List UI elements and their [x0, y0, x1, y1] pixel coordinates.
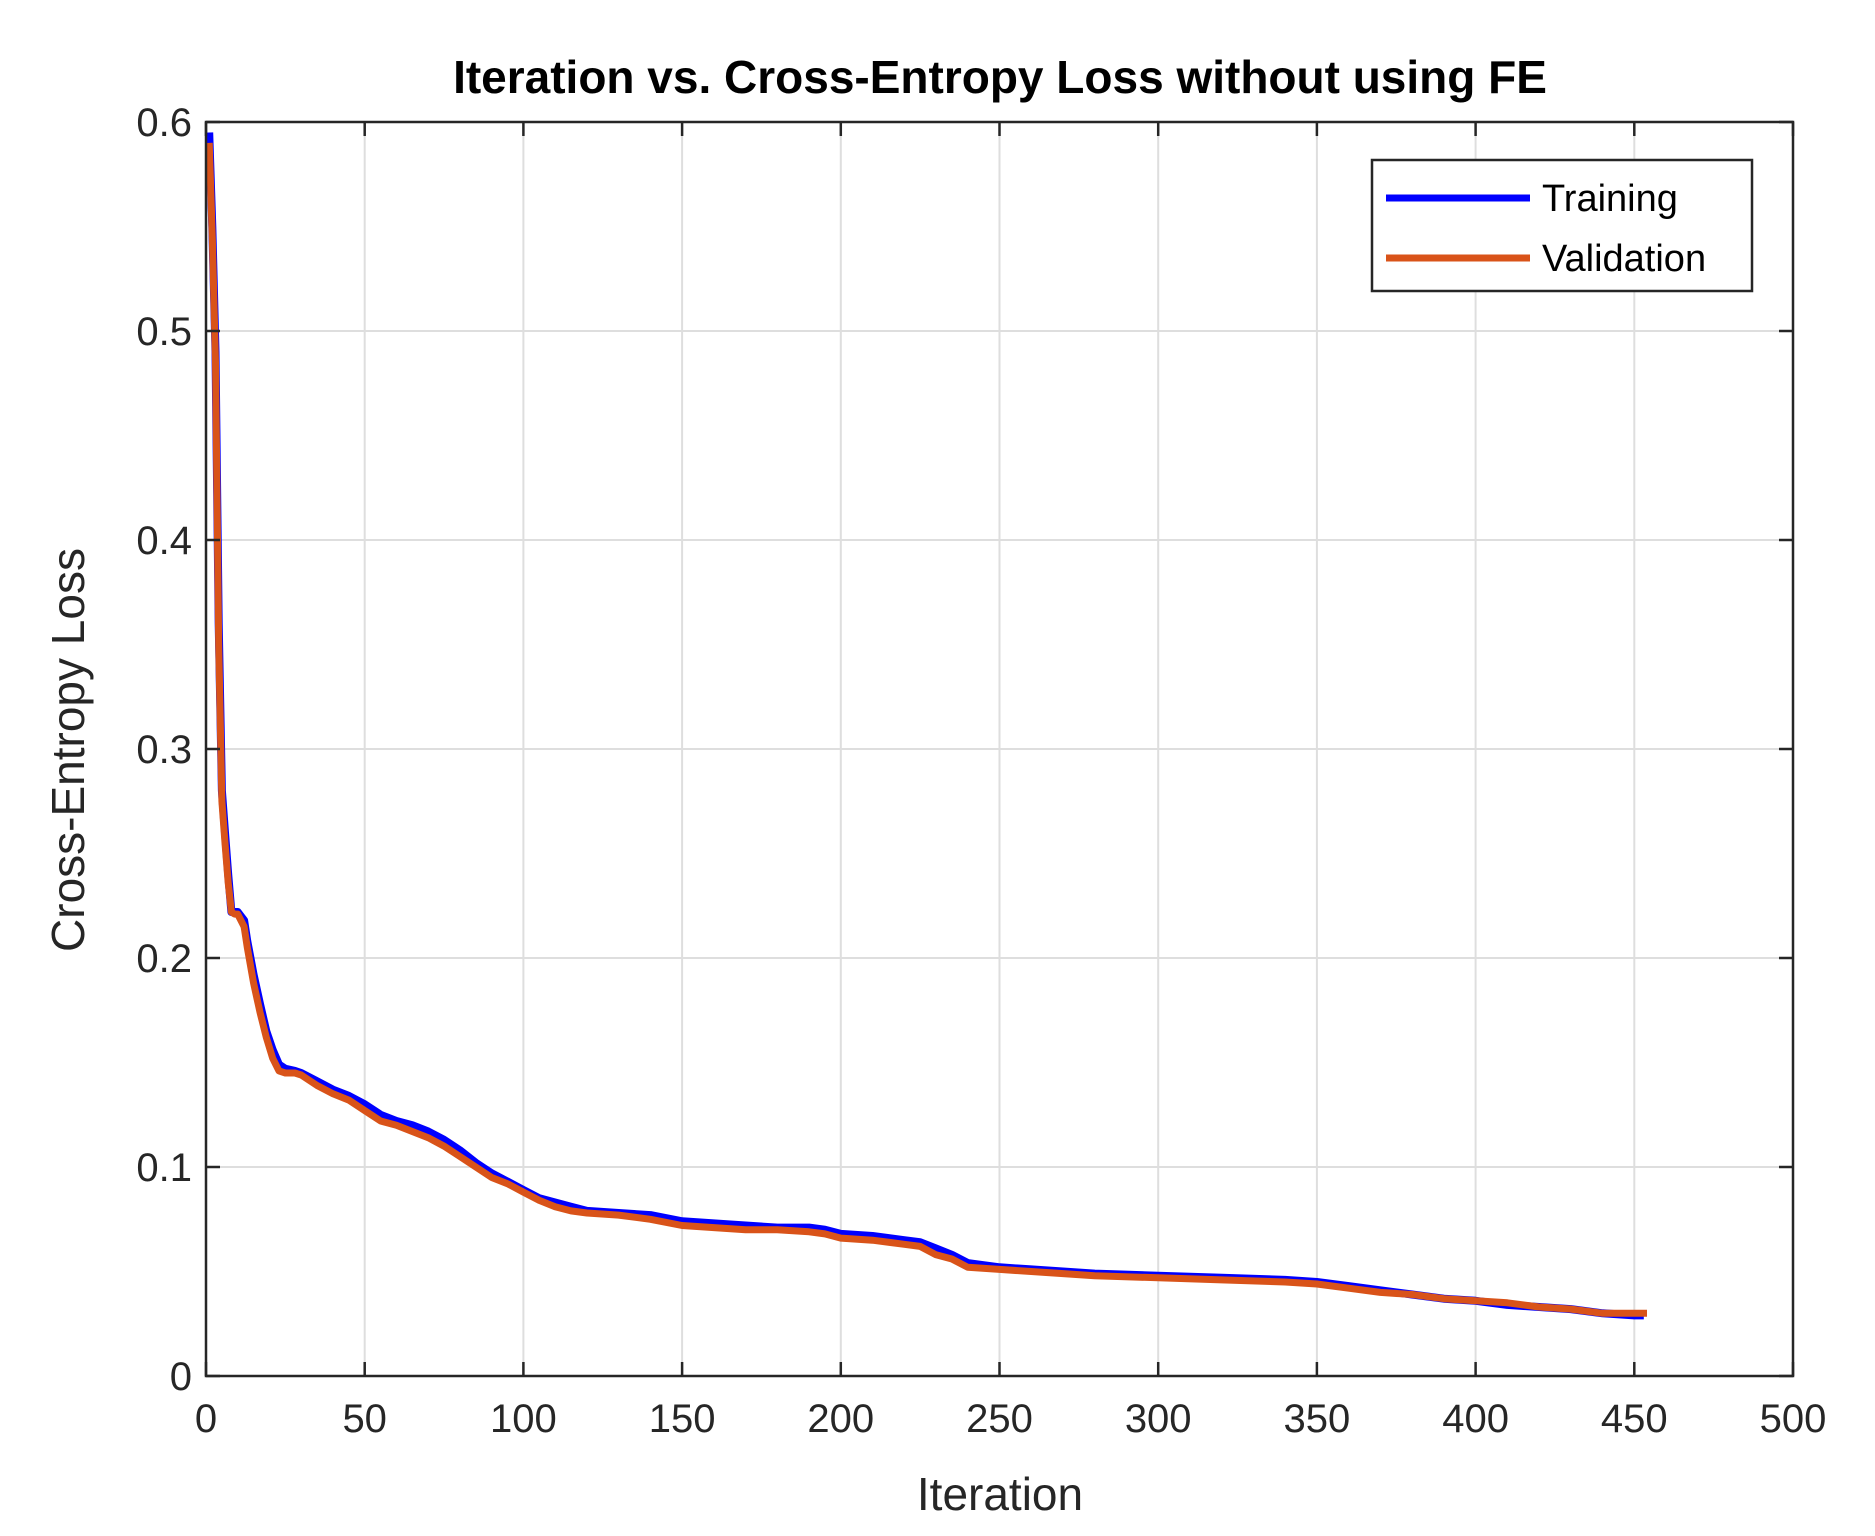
y-tick-label: 0.5: [136, 310, 192, 354]
grid: [206, 122, 1793, 1376]
legend: Training Validation: [1370, 158, 1754, 293]
y-tick-label: 0.2: [136, 937, 192, 981]
y-tick-label: 0.3: [136, 728, 192, 772]
series-layer: [205, 132, 1647, 1320]
y-tick-label: 0.4: [136, 519, 192, 563]
tick-labels: 0 50 100 150 200 250 300 350 400 450 500 0 0.1 0.2 0.3…: [136, 101, 1826, 1441]
x-tick-label: 50: [342, 1397, 387, 1441]
legend-box: [1370, 158, 1754, 293]
x-tick-label: 400: [1442, 1397, 1509, 1441]
x-tick-label: 0: [195, 1397, 217, 1441]
x-tick-label: 150: [649, 1397, 716, 1441]
y-tick-label: 0: [170, 1355, 192, 1399]
y-tick-label: 0.1: [136, 1146, 192, 1190]
chart-title: Iteration vs. Cross-Entropy Loss without…: [453, 51, 1547, 103]
x-tick-label: 200: [807, 1397, 874, 1441]
x-axis-label: Iteration: [917, 1468, 1083, 1520]
y-axis-label: Cross-Entropy Loss: [42, 548, 94, 952]
series-line-validation: [205, 142, 1647, 1317]
x-tick-label: 500: [1760, 1397, 1827, 1441]
x-tick-label: 250: [966, 1397, 1033, 1441]
legend-label-validation: Validation: [1542, 238, 1706, 280]
x-tick-label: 300: [1125, 1397, 1192, 1441]
x-tick-label: 350: [1284, 1397, 1351, 1441]
axes: [204, 120, 1795, 1378]
x-tick-label: 450: [1601, 1397, 1668, 1441]
legend-label-training: Training: [1542, 178, 1678, 220]
x-tick-label: 100: [490, 1397, 557, 1441]
y-tick-label: 0.6: [136, 101, 192, 145]
